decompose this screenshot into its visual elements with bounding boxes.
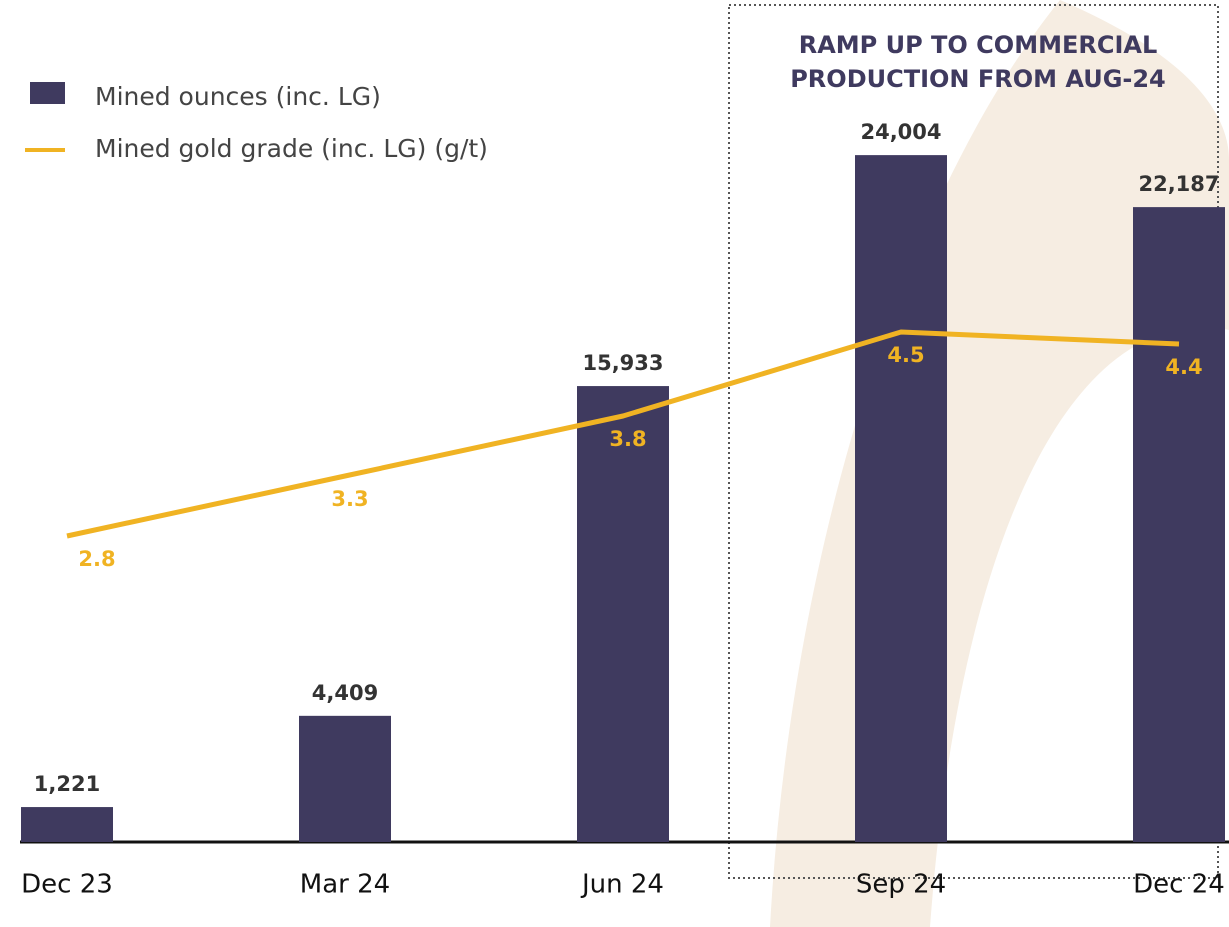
bar [1133, 207, 1225, 842]
data-label: 4.5 [887, 343, 924, 367]
x-tick-label: Dec 24 [1133, 870, 1225, 900]
x-tick-label: Jun 24 [580, 870, 664, 900]
x-tick-label: Mar 24 [300, 870, 390, 900]
x-tick-label: Sep 24 [856, 870, 946, 900]
data-label: 1,221 [34, 772, 100, 796]
bar [21, 807, 113, 842]
data-label: 22,187 [1138, 172, 1219, 196]
legend-swatch [30, 82, 65, 104]
data-label: 15,933 [582, 351, 663, 375]
legend-label: Mined ounces (inc. LG) [95, 82, 381, 111]
data-label: 2.8 [78, 547, 115, 571]
line [66, 329, 1180, 539]
annotation-line: RAMP UP TO COMMERCIAL [799, 31, 1158, 59]
x-tick-label: Dec 23 [21, 870, 113, 900]
data-label: 3.8 [609, 427, 646, 451]
data-label: 24,004 [860, 120, 941, 144]
annotation-line: PRODUCTION FROM AUG-24 [790, 65, 1166, 93]
data-label: 4.4 [1165, 355, 1202, 379]
bar [577, 386, 669, 842]
data-label: 3.3 [331, 487, 368, 511]
data-label: 4,409 [312, 681, 378, 705]
legend-label: Mined gold grade (inc. LG) (g/t) [95, 134, 488, 163]
bar [855, 155, 947, 842]
bar [299, 715, 391, 842]
